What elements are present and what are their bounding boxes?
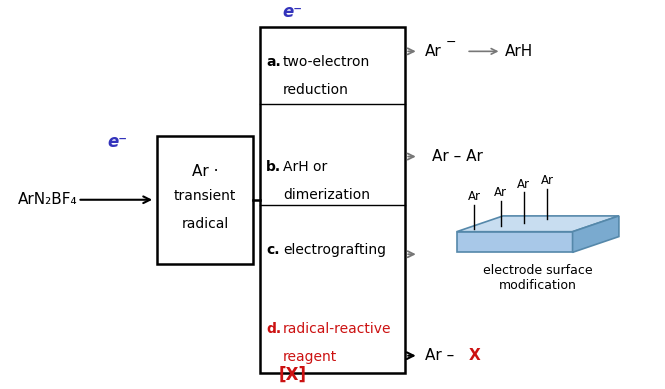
Text: e⁻: e⁻ bbox=[283, 3, 303, 21]
Text: Ar: Ar bbox=[467, 190, 481, 203]
Text: ArH: ArH bbox=[505, 44, 533, 59]
Text: Ar: Ar bbox=[517, 178, 531, 191]
Text: Ar: Ar bbox=[494, 186, 507, 200]
Text: e⁻: e⁻ bbox=[107, 133, 127, 151]
Text: Ar: Ar bbox=[541, 174, 553, 187]
Text: modification: modification bbox=[499, 279, 577, 292]
Polygon shape bbox=[573, 216, 619, 252]
Text: transient: transient bbox=[174, 189, 236, 203]
Text: a.: a. bbox=[266, 55, 281, 69]
Text: radical: radical bbox=[182, 217, 229, 231]
Text: b.: b. bbox=[266, 160, 281, 174]
Text: X: X bbox=[468, 348, 480, 363]
Text: ArH or: ArH or bbox=[283, 160, 327, 174]
Text: reduction: reduction bbox=[283, 83, 348, 97]
Text: electrografting: electrografting bbox=[283, 243, 386, 257]
Text: radical-reactive: radical-reactive bbox=[283, 322, 391, 336]
Text: electrode surface: electrode surface bbox=[483, 264, 593, 277]
Text: reagent: reagent bbox=[283, 350, 337, 364]
Text: ArN₂BF₄: ArN₂BF₄ bbox=[18, 192, 78, 207]
Text: c.: c. bbox=[266, 243, 280, 257]
FancyBboxPatch shape bbox=[157, 136, 253, 264]
Text: Ar ·: Ar · bbox=[192, 164, 218, 179]
Text: Ar –: Ar – bbox=[425, 348, 460, 363]
Text: two-electron: two-electron bbox=[283, 55, 370, 69]
Text: −: − bbox=[446, 35, 456, 49]
Polygon shape bbox=[457, 216, 619, 232]
Text: d.: d. bbox=[266, 322, 281, 336]
Text: dimerization: dimerization bbox=[283, 189, 370, 203]
Text: Ar: Ar bbox=[425, 44, 442, 59]
FancyBboxPatch shape bbox=[259, 27, 406, 373]
Polygon shape bbox=[457, 232, 573, 252]
Text: Ar – Ar: Ar – Ar bbox=[432, 149, 483, 164]
Text: [X]: [X] bbox=[279, 366, 307, 384]
